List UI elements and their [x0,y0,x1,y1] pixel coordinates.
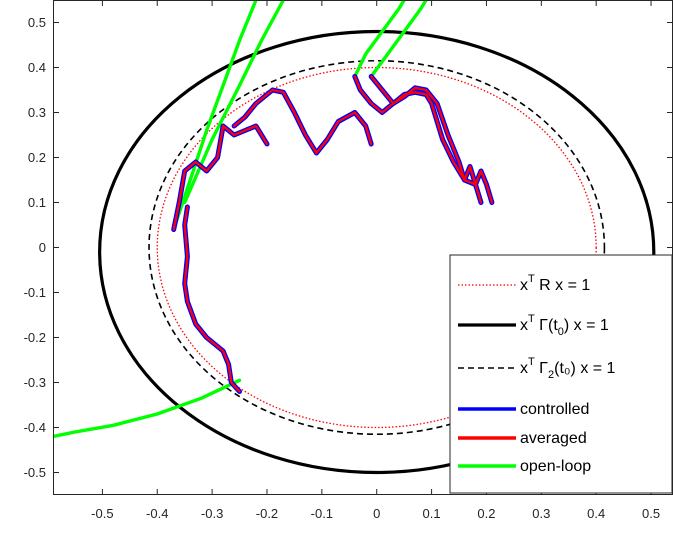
series-open-loop-trajectory-1 [172,0,258,232]
ellipse-gamma [98,29,656,475]
legend-label-5: averaged [520,430,587,447]
series-controlled-trajectory-2 [231,87,374,156]
x-tick-label: 0.3 [532,506,550,521]
legend-label-4: controlled [520,401,589,418]
series-open-loop-trajectory-3 [353,0,406,79]
series-averaged-trajectory-5 [183,205,241,393]
y-tick-label: 0.1 [28,195,46,210]
x-tick-label: 0 [373,506,380,521]
y-tick-label: 0.5 [28,15,46,30]
legend-box [449,254,673,494]
x-tick-label: 0.1 [423,506,441,521]
y-tick-label: -0.3 [24,375,46,390]
x-tick-label: -0.2 [256,506,278,521]
legend-label-1: xT R x = 1 [520,273,590,294]
y-tick-label: 0.4 [28,60,46,75]
tick-labels: -0.5 -0.4 -0.3 -0.2 -0.1 0 0.1 0.2 0.3 0.4 0.5 0.5 0… [24,15,660,521]
y-tick-label: 0.3 [28,105,46,120]
x-tick-label: -0.5 [91,506,113,521]
ellipse-r [156,66,597,429]
series-open-loop-trajectory-5 [53,378,242,439]
x-tick-label: 0.5 [642,506,660,521]
series-averaged-trajectory-2 [232,88,373,155]
series-open-loop-trajectory-4 [369,0,428,79]
legend-label-2: xT Γ(t0) x = 1 [520,313,609,338]
x-tick-label: 0.4 [587,506,605,521]
x-tick-label: -0.4 [146,506,168,521]
ellipse-gamma2 [148,59,606,436]
legend: xT R x = 1 xT Γ(t0) x = 1 xT Γ2(t₀) x = 1 c… [449,254,673,494]
y-tick-label: -0.5 [24,465,46,480]
series-averaged-trajectory-4 [370,75,494,204]
y-tick-label: 0 [39,240,46,255]
series-controlled-trajectory-5 [182,204,242,394]
series-open-loop-trajectory-2 [183,0,286,205]
x-tick-label: -0.1 [311,506,333,521]
y-tick-label: -0.2 [24,330,46,345]
plot-area [53,0,656,475]
legend-label-6: open-loop [520,458,591,475]
y-tick-label: 0.2 [28,150,46,165]
legend-label-3: xT Γ2(t₀) x = 1 [520,356,616,381]
y-tick-label: -0.1 [24,285,46,300]
x-tick-label: 0.2 [477,506,495,521]
series-averaged-trajectory-1 [172,124,269,231]
x-tick-label: -0.3 [201,506,223,521]
series-controlled-trajectory-3 [352,74,484,205]
series-averaged-trajectory-3 [353,75,483,204]
y-tick-label: -0.4 [24,420,46,435]
